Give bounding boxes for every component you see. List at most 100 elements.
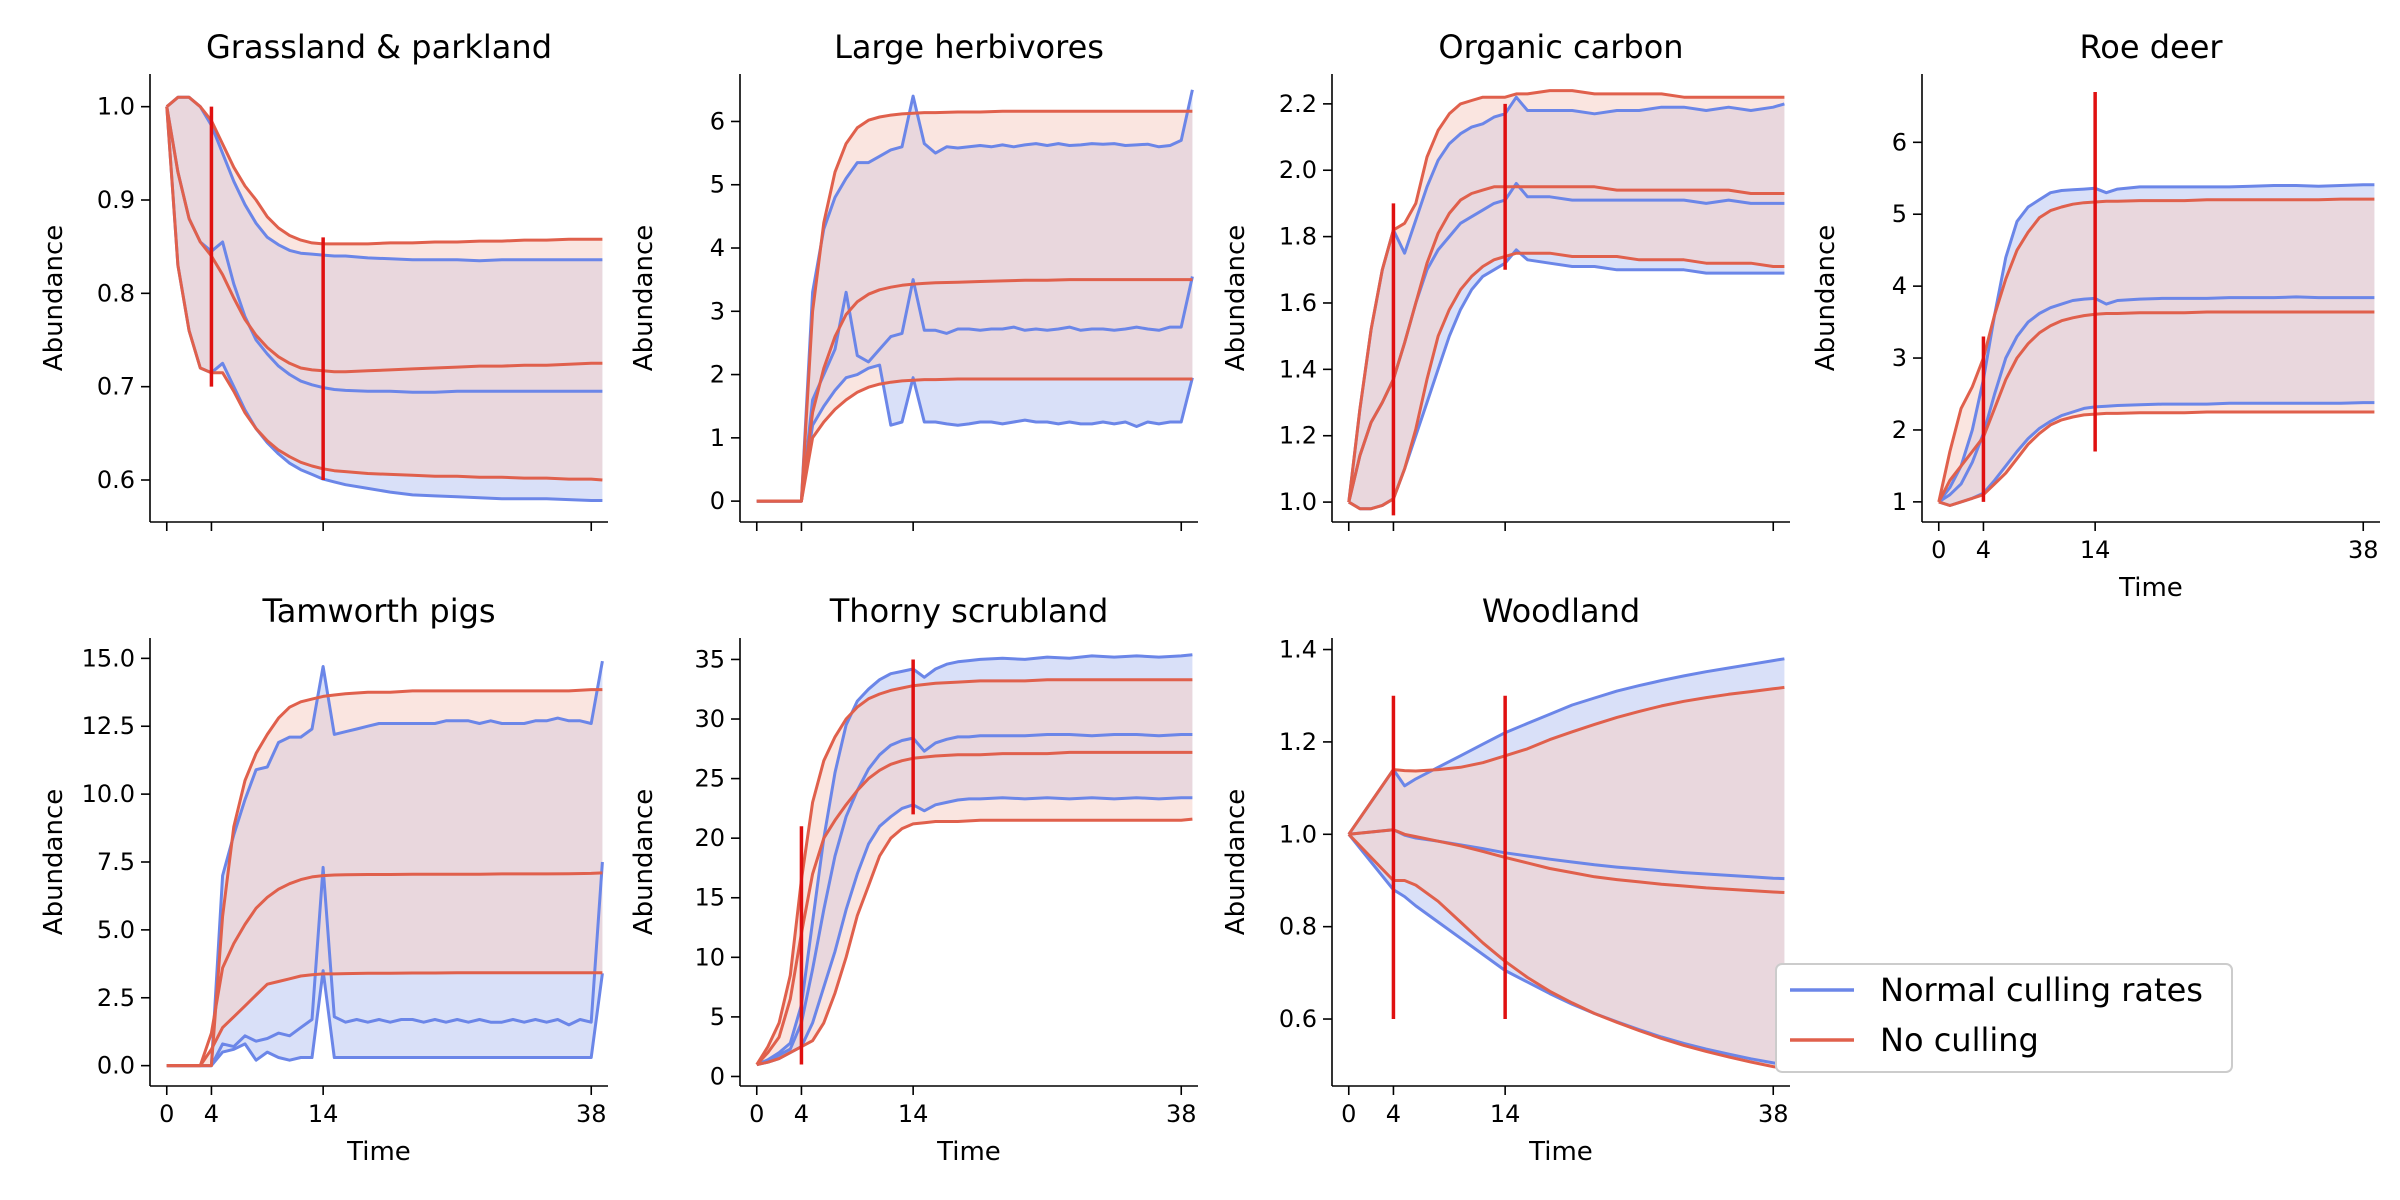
x-tick-label: 14 bbox=[2080, 536, 2111, 564]
normal-culling-line-upper bbox=[166, 660, 604, 1068]
x-tick-label: 38 bbox=[1758, 1100, 1789, 1128]
y-tick-label: 4 bbox=[1892, 272, 1907, 300]
y-tick-label: 5 bbox=[1892, 200, 1907, 228]
y-axis-label: Abundance bbox=[1221, 789, 1251, 935]
x-tick-label: 38 bbox=[576, 1100, 607, 1128]
x-tick-label: 14 bbox=[898, 1100, 929, 1128]
y-tick-label: 0 bbox=[710, 1062, 725, 1090]
y-tick-label: 1.0 bbox=[1279, 488, 1317, 516]
panel-large-herbivores: Large herbivores 0 1 2 3 4 5 6 Abundance bbox=[629, 28, 1198, 531]
y-tick-label: 7.5 bbox=[97, 848, 135, 876]
y-tick-label: 1.2 bbox=[1279, 422, 1317, 450]
y-tick-label: 6 bbox=[710, 107, 725, 135]
no-culling-band bbox=[756, 111, 1193, 502]
x-tick-label: 4 bbox=[204, 1100, 219, 1128]
normal-culling-line-upper bbox=[756, 89, 1194, 503]
x-axis-label: Time bbox=[1528, 1137, 1593, 1167]
no-culling-band bbox=[1348, 687, 1785, 1069]
no-culling-line-upper bbox=[756, 109, 1193, 503]
y-tick-label: 0.8 bbox=[97, 279, 135, 307]
y-tick-label: 1.6 bbox=[1279, 289, 1317, 317]
panel-woodland: Woodland 0.6 0.8 1.0 1.2 1.4 0 4 14 38 Abundance Ti… bbox=[1221, 592, 1790, 1167]
y-tick-label: 12.5 bbox=[82, 712, 135, 740]
y-tick-label: 1.0 bbox=[1279, 820, 1317, 848]
x-tick-label: 4 bbox=[794, 1100, 809, 1128]
y-axis-label: Abundance bbox=[1221, 225, 1251, 371]
y-tick-label: 1.4 bbox=[1279, 355, 1317, 383]
y-tick-label: 5.0 bbox=[97, 916, 135, 944]
x-tick-label: 38 bbox=[2348, 536, 2379, 564]
panel-title: Large herbivores bbox=[834, 28, 1104, 66]
y-tick-label: 5 bbox=[710, 171, 725, 199]
panel-title: Thorny scrubland bbox=[829, 592, 1109, 630]
no-culling-band bbox=[166, 97, 603, 481]
panel-title: Grassland & parkland bbox=[206, 28, 552, 66]
no-culling-line-mid bbox=[1348, 828, 1785, 894]
no-culling-line-lower bbox=[756, 817, 1193, 1067]
y-tick-label: 0.6 bbox=[97, 466, 135, 494]
y-tick-label: 10 bbox=[694, 943, 725, 971]
normal-culling-line-lower bbox=[756, 796, 1193, 1067]
legend-entry-label: No culling bbox=[1880, 1021, 2039, 1059]
normal-culling-line-mid bbox=[756, 276, 1194, 503]
no-culling-line-lower bbox=[166, 971, 603, 1068]
panel-title: Woodland bbox=[1482, 592, 1640, 630]
y-tick-label: 0.8 bbox=[1279, 913, 1317, 941]
legend-entry-label: Normal culling rates bbox=[1880, 971, 2203, 1009]
x-tick-label: 14 bbox=[308, 1100, 339, 1128]
no-culling-line-mid bbox=[756, 278, 1193, 503]
panel-thorny-scrubland: Thorny scrubland 0 5 10 15 20 25 30 35 0 4 14 38 Abun… bbox=[629, 592, 1198, 1167]
y-tick-label: 1.4 bbox=[1279, 636, 1317, 664]
y-axis-label: Abundance bbox=[1811, 225, 1841, 371]
x-tick-label: 4 bbox=[1386, 1100, 1401, 1128]
y-tick-label: 20 bbox=[694, 824, 725, 852]
y-tick-label: 30 bbox=[694, 705, 725, 733]
panel-title: Roe deer bbox=[2079, 28, 2223, 66]
normal-culling-line-lower bbox=[756, 363, 1194, 503]
normal-culling-line-mid bbox=[756, 733, 1193, 1067]
y-tick-label: 1.0 bbox=[97, 93, 135, 121]
no-culling-line-upper bbox=[1347, 685, 1785, 836]
panel-roe-deer: Roe deer 1 2 3 4 5 6 0 4 14 38 Abundance Time bbox=[1811, 28, 2380, 603]
x-axis-label: Time bbox=[936, 1137, 1001, 1167]
no-culling-line-mid bbox=[166, 871, 603, 1068]
y-tick-label: 2.0 bbox=[1279, 156, 1317, 184]
y-tick-label: 1 bbox=[1892, 488, 1907, 516]
y-tick-label: 2 bbox=[1892, 416, 1907, 444]
y-tick-label: 2.5 bbox=[97, 984, 135, 1012]
y-tick-label: 2.2 bbox=[1279, 90, 1317, 118]
y-tick-label: 0.9 bbox=[97, 186, 135, 214]
normal-culling-line-mid bbox=[166, 861, 604, 1068]
no-culling-line-upper bbox=[166, 688, 603, 1068]
y-axis-label: Abundance bbox=[629, 225, 659, 371]
x-tick-label: 0 bbox=[159, 1100, 174, 1128]
panel-title: Tamworth pigs bbox=[261, 592, 495, 630]
normal-culling-line-upper bbox=[1347, 657, 1785, 836]
normal-culling-line-upper bbox=[756, 653, 1193, 1066]
y-tick-label: 10.0 bbox=[82, 780, 135, 808]
y-tick-label: 2 bbox=[710, 361, 725, 389]
y-tick-label: 6 bbox=[1892, 128, 1907, 156]
y-tick-label: 15 bbox=[694, 884, 725, 912]
x-tick-label: 4 bbox=[1976, 536, 1991, 564]
no-culling-band bbox=[1938, 199, 2375, 506]
panel-organic-carbon: Organic carbon 1.0 1.2 1.4 1.6 1.8 2.0 2.2 Abund… bbox=[1221, 28, 1790, 531]
y-tick-label: 1.8 bbox=[1279, 223, 1317, 251]
y-tick-label: 3 bbox=[1892, 344, 1907, 372]
x-tick-label: 0 bbox=[1341, 1100, 1356, 1128]
x-tick-label: 0 bbox=[749, 1100, 764, 1128]
x-tick-label: 38 bbox=[1166, 1100, 1197, 1128]
panel-grassland-and-parkland: Grassland & parkland 0.6 0.7 0.8 0.9 1.0 Abund… bbox=[39, 28, 608, 531]
y-tick-label: 25 bbox=[694, 765, 725, 793]
y-tick-label: 5 bbox=[710, 1003, 725, 1031]
panel-tamworth-pigs: Tamworth pigs 0.0 2.5 5.0 7.5 10.0 12.5 15.0 0 4 1… bbox=[39, 592, 608, 1167]
legend: Normal culling rates No culling bbox=[1775, 963, 2233, 1073]
normal-culling-line-lower bbox=[166, 969, 604, 1068]
y-tick-label: 0 bbox=[710, 487, 725, 515]
y-tick-label: 35 bbox=[694, 645, 725, 673]
y-axis-label: Abundance bbox=[629, 789, 659, 935]
no-culling-line-upper bbox=[1347, 89, 1785, 503]
normal-culling-line-lower bbox=[1347, 833, 1785, 1067]
x-axis-label: Time bbox=[346, 1137, 411, 1167]
